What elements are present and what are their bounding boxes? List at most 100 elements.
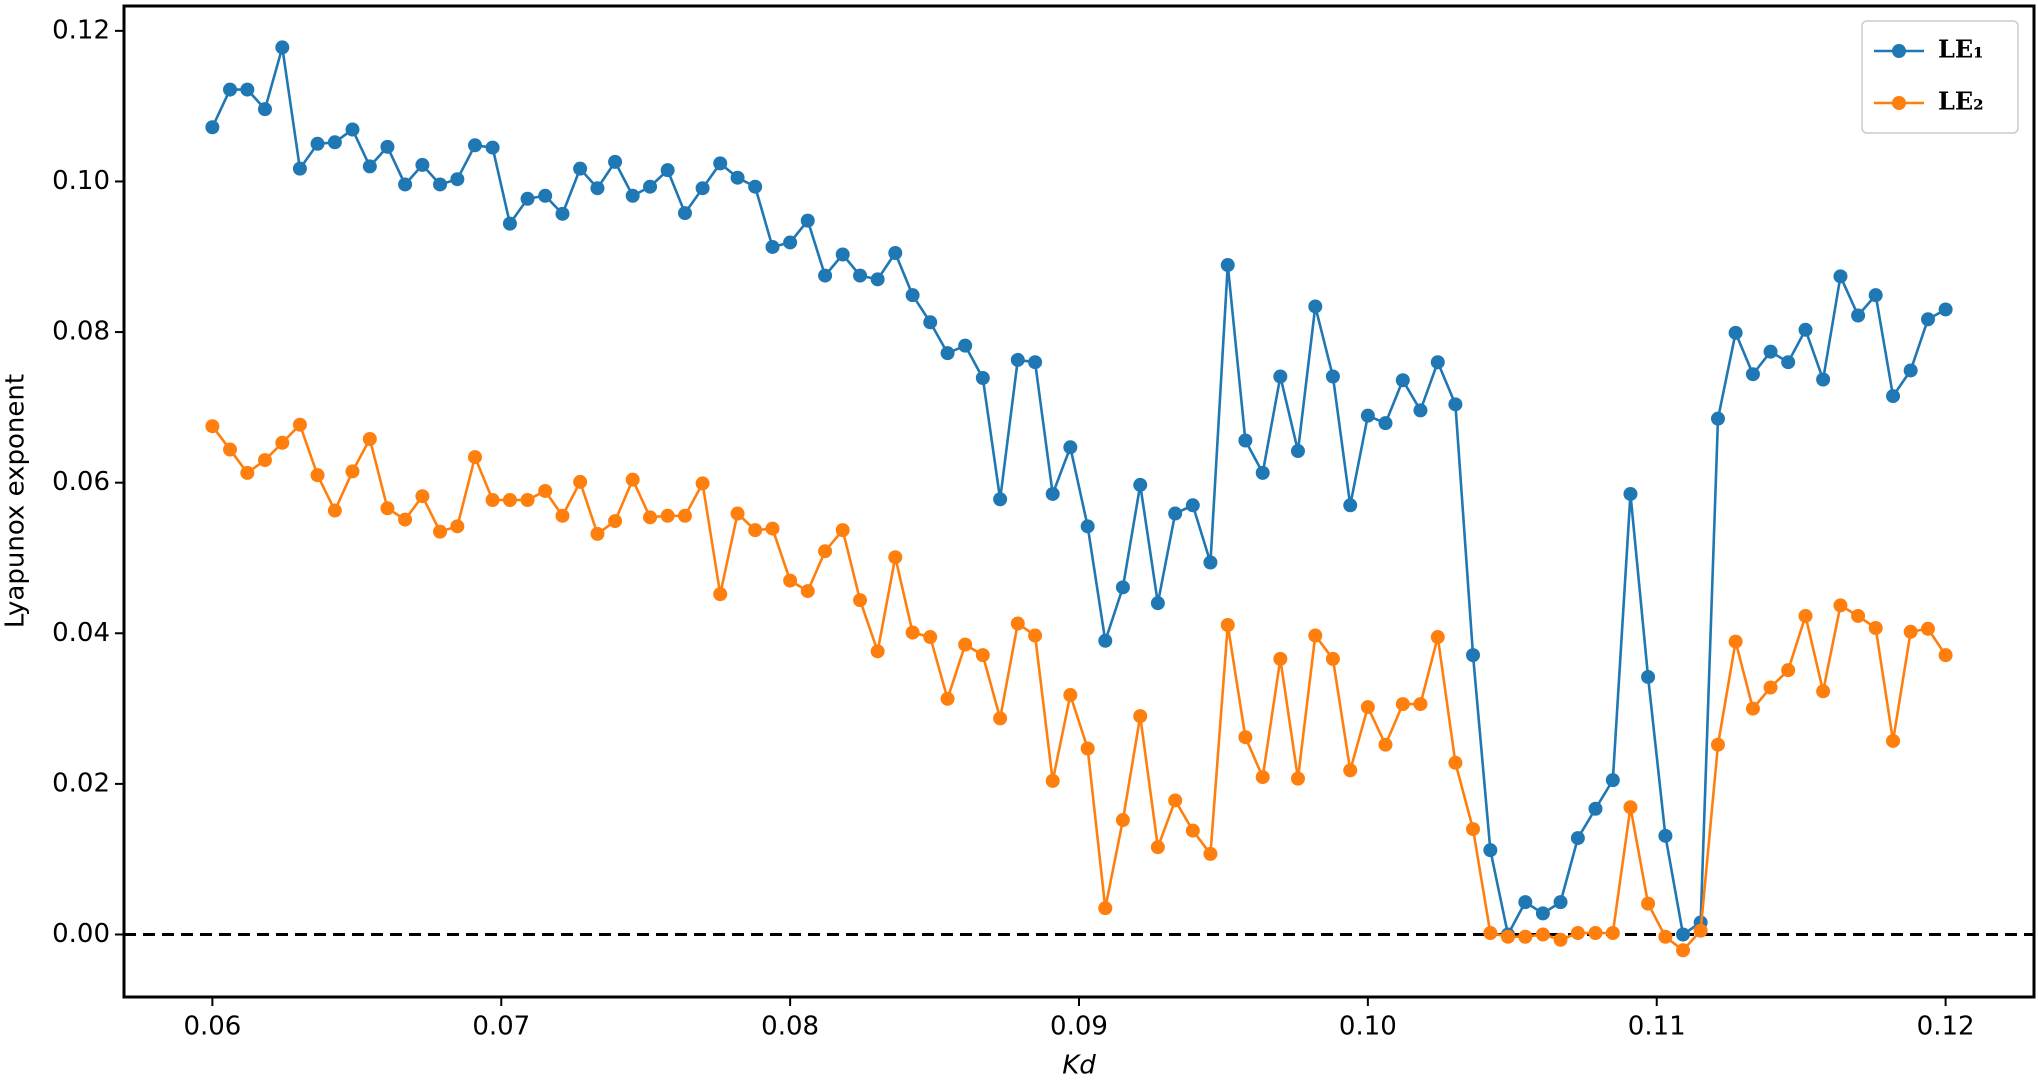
data-point (1203, 555, 1218, 570)
data-point (1343, 498, 1358, 513)
y-tick-label: 0.04 (52, 618, 110, 648)
data-point (853, 268, 868, 283)
data-point (1781, 355, 1796, 370)
data-point (1010, 352, 1025, 367)
data-point (1553, 932, 1568, 947)
data-point (1080, 741, 1095, 756)
data-point (1728, 325, 1743, 340)
x-tick-label: 0.10 (1339, 1012, 1397, 1042)
data-point (1325, 651, 1340, 666)
data-point (502, 492, 517, 507)
data-point (1413, 403, 1428, 418)
data-point (1098, 901, 1113, 916)
data-point (275, 40, 290, 55)
data-point (888, 245, 903, 260)
data-point (1045, 486, 1060, 501)
data-point (1798, 322, 1813, 337)
data-point (362, 159, 377, 174)
data-point (1343, 763, 1358, 778)
data-point (800, 584, 815, 599)
data-point (1290, 771, 1305, 786)
legend-label: LE₂ (1938, 87, 1984, 116)
data-point (1483, 925, 1498, 940)
data-point (257, 102, 272, 117)
data-point (1255, 770, 1270, 785)
data-point (677, 508, 692, 523)
legend-marker (1892, 44, 1906, 58)
data-point (1168, 793, 1183, 808)
data-point (1220, 258, 1235, 273)
data-point (853, 593, 868, 608)
data-point (1518, 929, 1533, 944)
x-tick-label: 0.07 (472, 1012, 530, 1042)
data-point (608, 514, 623, 529)
data-point (1045, 773, 1060, 788)
data-point (538, 483, 553, 498)
data-point (905, 625, 920, 640)
data-point (958, 637, 973, 652)
data-point (888, 550, 903, 565)
data-point (748, 523, 763, 538)
data-point (713, 587, 728, 602)
data-point (1220, 617, 1235, 632)
data-point (1623, 800, 1638, 815)
data-point (1150, 840, 1165, 855)
data-point (1080, 519, 1095, 534)
data-point (643, 179, 658, 194)
data-point (555, 508, 570, 523)
data-point (1378, 737, 1393, 752)
data-point (1238, 730, 1253, 745)
data-point (257, 453, 272, 468)
data-point (1658, 828, 1673, 843)
data-point (310, 468, 325, 483)
data-point (1185, 498, 1200, 513)
y-axis-label: Lyapunox exponent (1, 374, 31, 628)
data-point (1588, 801, 1603, 816)
data-point (590, 526, 605, 541)
data-point (1535, 906, 1550, 921)
data-point (1150, 596, 1165, 611)
data-point (223, 442, 238, 457)
data-point (1273, 651, 1288, 666)
data-point (783, 573, 798, 588)
data-point (573, 474, 588, 489)
data-point (748, 179, 763, 194)
data-point (573, 161, 588, 176)
data-point (1938, 648, 1953, 663)
data-point (1868, 621, 1883, 636)
data-point (1483, 843, 1498, 858)
data-point (415, 157, 430, 172)
legend-label: LE₁ (1938, 35, 1984, 64)
data-point (1816, 684, 1831, 699)
data-point (1903, 624, 1918, 639)
data-point (433, 524, 448, 539)
data-point (1641, 669, 1656, 684)
data-point (1605, 925, 1620, 940)
plot-frame (122, 4, 2036, 999)
legend-marker (1892, 96, 1906, 110)
data-point (485, 140, 500, 155)
data-point (730, 170, 745, 185)
data-point (345, 464, 360, 479)
data-point (275, 435, 290, 450)
data-point (713, 156, 728, 171)
data-point (1816, 372, 1831, 387)
data-point (993, 711, 1008, 726)
data-point (1203, 846, 1218, 861)
data-point (1920, 312, 1935, 327)
data-point (1308, 628, 1323, 643)
data-point (1833, 269, 1848, 284)
data-point (1851, 308, 1866, 323)
data-point (1745, 701, 1760, 716)
data-point (380, 501, 395, 516)
data-point (608, 154, 623, 169)
data-point (1255, 465, 1270, 480)
data-point (835, 523, 850, 538)
data-point (1693, 923, 1708, 938)
data-point (660, 163, 675, 178)
data-point (223, 82, 238, 97)
y-tick-label: 0.08 (52, 317, 110, 347)
data-point (555, 206, 570, 221)
data-point (1325, 369, 1340, 384)
